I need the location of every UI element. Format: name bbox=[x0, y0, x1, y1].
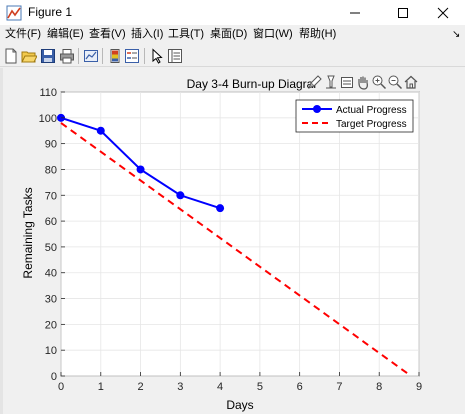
y-tick-label: 60 bbox=[45, 216, 57, 228]
y-tick-label: 100 bbox=[39, 113, 57, 125]
x-tick-label: 1 bbox=[98, 381, 104, 393]
home-icon[interactable] bbox=[403, 74, 419, 90]
y-tick-label: 0 bbox=[51, 371, 57, 383]
matlab-figure-icon bbox=[6, 5, 22, 21]
menu-help[interactable]: 帮助(H) bbox=[299, 28, 337, 40]
chart-title: Day 3-4 Burn-up Diagrar bbox=[187, 77, 318, 91]
y-tick-label: 90 bbox=[45, 139, 57, 151]
x-tick-label: 7 bbox=[336, 381, 342, 393]
x-axis-ticks: 0 1 2 3 4 5 6 7 8 9 bbox=[58, 372, 422, 393]
minimize-button[interactable] bbox=[333, 0, 377, 25]
brush-icon[interactable] bbox=[307, 74, 323, 90]
property-inspector-icon[interactable] bbox=[167, 48, 183, 64]
menu-tools[interactable]: 工具(T) bbox=[168, 28, 205, 40]
close-icon bbox=[437, 7, 449, 19]
legend[interactable]: Actual Progress Target Progress bbox=[295, 99, 414, 133]
data-tips-icon[interactable] bbox=[323, 74, 339, 90]
menu-insert[interactable]: 插入(I) bbox=[131, 28, 164, 40]
zoom-out-icon[interactable] bbox=[387, 74, 403, 90]
x-axis-label: Days bbox=[226, 398, 253, 412]
x-tick-label: 8 bbox=[376, 381, 382, 393]
open-file-icon[interactable] bbox=[21, 48, 37, 64]
actual-progress-point bbox=[136, 165, 145, 174]
x-tick-label: 0 bbox=[58, 381, 64, 393]
actual-progress-point bbox=[96, 126, 105, 135]
link-plot-icon[interactable] bbox=[83, 48, 99, 64]
x-tick-label: 3 bbox=[177, 381, 183, 393]
new-figure-icon[interactable] bbox=[3, 48, 19, 64]
maximize-button[interactable] bbox=[381, 0, 425, 25]
colorbar-icon[interactable] bbox=[107, 48, 123, 64]
x-tick-label: 6 bbox=[297, 381, 303, 393]
figure-toolbar bbox=[0, 45, 465, 67]
menu-window[interactable]: 窗口(W) bbox=[253, 28, 293, 40]
menu-desktop[interactable]: 桌面(D) bbox=[210, 28, 248, 40]
menu-bar: 文件(F) 编辑(E) 查看(V) 插入(I) 工具(T) 桌面(D) 窗口(W… bbox=[0, 25, 465, 45]
y-tick-label: 10 bbox=[45, 345, 57, 357]
figure-left-edge bbox=[0, 68, 3, 414]
toolbar-separator bbox=[144, 48, 145, 64]
toolbar-separator bbox=[78, 48, 79, 64]
y-tick-label: 110 bbox=[39, 87, 57, 99]
menu-edit[interactable]: 编辑(E) bbox=[47, 28, 84, 40]
rotate-icon[interactable] bbox=[339, 74, 355, 90]
x-tick-label: 9 bbox=[416, 381, 422, 393]
window-title: Figure 1 bbox=[28, 5, 73, 19]
minimize-icon bbox=[350, 12, 360, 14]
legend-target-label: Target Progress bbox=[336, 119, 407, 130]
pan-hand-icon[interactable] bbox=[355, 74, 371, 90]
window-titlebar: Figure 1 bbox=[0, 0, 465, 25]
grid-lines bbox=[60, 91, 420, 377]
y-tick-label: 40 bbox=[45, 268, 57, 280]
zoom-in-icon[interactable] bbox=[371, 74, 387, 90]
y-axis-label: Remaining Tasks bbox=[21, 187, 35, 278]
y-tick-label: 70 bbox=[45, 190, 57, 202]
maximize-icon bbox=[398, 8, 408, 18]
y-tick-label: 50 bbox=[45, 242, 57, 254]
y-axis-ticks: 0 10 20 30 40 50 60 70 80 90 100 110 bbox=[39, 87, 65, 383]
menu-overflow-arrow[interactable]: ↘ bbox=[452, 29, 461, 40]
save-icon[interactable] bbox=[40, 48, 56, 64]
print-icon[interactable] bbox=[59, 48, 75, 64]
x-tick-label: 2 bbox=[137, 381, 143, 393]
actual-progress-point bbox=[216, 204, 225, 213]
toolbar-separator bbox=[102, 48, 103, 64]
y-tick-label: 20 bbox=[45, 319, 57, 331]
y-tick-label: 30 bbox=[45, 294, 57, 306]
menu-file[interactable]: 文件(F) bbox=[5, 28, 42, 40]
close-button[interactable] bbox=[421, 0, 465, 25]
x-tick-label: 5 bbox=[257, 381, 263, 393]
legend-actual-marker bbox=[313, 105, 321, 113]
legend-icon[interactable] bbox=[124, 48, 140, 64]
actual-progress-point bbox=[176, 191, 185, 200]
x-tick-label: 4 bbox=[217, 381, 223, 393]
plot-area bbox=[60, 91, 420, 377]
edit-pointer-icon[interactable] bbox=[149, 48, 165, 64]
legend-actual-label: Actual Progress bbox=[336, 105, 407, 116]
y-tick-label: 80 bbox=[45, 164, 57, 176]
menu-view[interactable]: 查看(V) bbox=[89, 28, 126, 40]
